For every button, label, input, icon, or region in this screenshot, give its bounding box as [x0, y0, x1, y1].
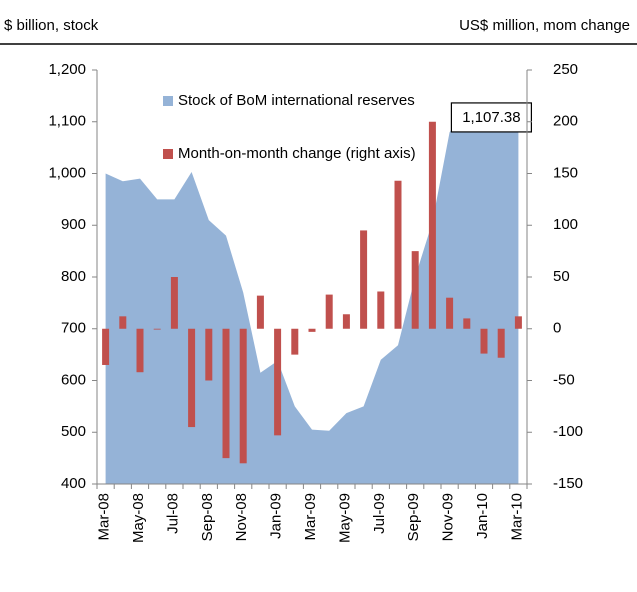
legend-label: Stock of BoM international reserves	[178, 92, 415, 109]
bar	[222, 328, 230, 459]
x-tick-label: Jul-09	[371, 493, 388, 534]
y-tick-label: 1,100	[48, 113, 86, 130]
y2-tick-label: 150	[553, 164, 578, 181]
left-header: $ billion, stock	[4, 17, 99, 34]
bar	[428, 121, 436, 329]
y2-tick-label: 0	[553, 320, 561, 337]
y2-tick-label: -150	[553, 475, 583, 492]
bar	[360, 230, 368, 329]
y2-tick-label: 50	[553, 268, 570, 285]
right-header: US$ million, mom change	[459, 17, 630, 34]
x-tick-label: Mar-08	[96, 493, 113, 541]
x-tick-label: Nov-08	[233, 493, 250, 541]
bar	[188, 328, 196, 428]
data-label-box	[450, 102, 532, 133]
y-tick-label: 800	[61, 268, 86, 285]
x-tick-label: Jan-10	[474, 493, 491, 539]
x-tick-label: Mar-09	[302, 493, 319, 541]
bar	[291, 328, 299, 355]
bar	[136, 328, 144, 373]
x-tick-label: Mar-10	[508, 493, 525, 541]
bar	[170, 277, 178, 329]
legend-swatch	[163, 96, 173, 106]
y-tick-label: 700	[61, 320, 86, 337]
bar	[102, 328, 110, 365]
x-tick-label: Sep-09	[405, 493, 422, 541]
bar	[411, 251, 419, 329]
y-tick-label: 1,200	[48, 61, 86, 78]
bar	[153, 328, 161, 330]
bar	[274, 328, 282, 436]
bar	[239, 328, 247, 464]
legend-label: Month-on-month change (right axis)	[178, 145, 416, 162]
y-tick-label: 600	[61, 371, 86, 388]
bar	[119, 316, 127, 329]
x-tick-label: Jul-08	[164, 493, 181, 534]
x-tick-label: Jan-09	[268, 493, 285, 539]
bar	[446, 297, 454, 329]
bar	[514, 316, 522, 329]
bar	[463, 318, 471, 329]
y2-tick-label: 200	[553, 113, 578, 130]
bar	[480, 328, 488, 354]
y2-tick-label: -50	[553, 371, 575, 388]
x-tick-label: May-09	[336, 493, 353, 543]
y2-tick-label: 100	[553, 216, 578, 233]
y-tick-label: 1,000	[48, 164, 86, 181]
bar	[377, 291, 385, 329]
bar	[342, 314, 350, 329]
bar	[325, 294, 333, 329]
bar	[394, 180, 402, 329]
bar	[205, 328, 213, 381]
bar	[256, 295, 264, 329]
y-tick-label: 500	[61, 423, 86, 440]
y-tick-label: 400	[61, 475, 86, 492]
data-label: 1,107.38	[462, 109, 520, 126]
x-tick-label: Sep-08	[199, 493, 216, 541]
area	[105, 111, 519, 485]
x-tick-label: May-08	[130, 493, 147, 543]
y-tick-label: 900	[61, 216, 86, 233]
legend-swatch	[163, 149, 173, 159]
bar	[497, 328, 505, 358]
bar	[308, 328, 316, 332]
x-tick-label: Nov-09	[440, 493, 457, 541]
y2-tick-label: -100	[553, 423, 583, 440]
y2-tick-label: 250	[553, 61, 578, 78]
